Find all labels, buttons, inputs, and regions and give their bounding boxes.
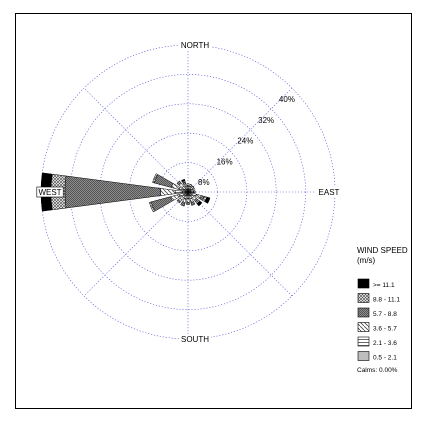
- legend-calms: Calms: 0.00%: [357, 367, 398, 374]
- legend: WIND SPEED (m/s) >= 11.1 8.8 - 11.1 5.7 - …: [357, 246, 408, 374]
- ring-label: 8%: [198, 178, 210, 187]
- legend-swatch: [357, 351, 370, 361]
- sector-segment: [176, 198, 182, 204]
- legend-title-line1: WIND SPEED: [357, 246, 408, 255]
- sector-segment: [189, 183, 193, 187]
- ring-labels: 8% 16% 24% 32% 40%: [198, 95, 295, 187]
- direction-label-north: NORTH: [181, 41, 210, 50]
- legend-entry-label: 0.5 - 2.1: [373, 355, 397, 362]
- sector-segment: [186, 198, 190, 203]
- sector-segment: [192, 187, 196, 191]
- sector-segment: [152, 173, 159, 184]
- legend-swatch: [357, 293, 370, 303]
- direction-label-bg: [179, 40, 211, 50]
- legend-title-line2: (m/s): [357, 256, 376, 265]
- direction-label-west: WEST: [38, 188, 61, 197]
- legend-entries: >= 11.1 8.8 - 11.1 5.7 - 8.8 3.6 - 5.7 2.1 -…: [357, 278, 400, 362]
- legend-entry-label: 5.7 - 8.8: [373, 311, 397, 318]
- legend-entry-label: 8.8 - 11.1: [373, 297, 400, 304]
- sector-segment: [64, 175, 161, 209]
- legend-swatch: [357, 278, 370, 289]
- sector-segment: [190, 190, 194, 194]
- ring-label: 32%: [258, 116, 274, 125]
- sector-segment: [186, 185, 190, 190]
- sector-segment: [190, 201, 196, 206]
- sector-segment: [174, 190, 183, 194]
- direction-label-south: SOUTH: [181, 335, 209, 344]
- direction-label-east: EAST: [319, 188, 340, 197]
- chart-labels: NORTH EAST SOUTH WEST: [36, 40, 343, 344]
- ring-label: 40%: [279, 95, 295, 104]
- sector-segment: [191, 185, 195, 189]
- sector-segment: [150, 196, 173, 212]
- sector-segment: [186, 183, 190, 187]
- sector-segment: [193, 190, 196, 194]
- legend-swatch: [357, 322, 370, 332]
- legend-entry-label: 3.6 - 5.7: [373, 326, 397, 333]
- sector-segment: [186, 201, 190, 205]
- sector-segment: [149, 201, 156, 213]
- sector-segment: [160, 188, 176, 196]
- sector-segment: [204, 196, 211, 204]
- sector-segment: [153, 174, 174, 188]
- legend-entry-label: 2.1 - 3.6: [373, 340, 397, 347]
- wind-sectors: [40, 172, 211, 213]
- legend-entry-label: >= 11.1: [373, 282, 395, 289]
- sector-segment: [181, 178, 186, 183]
- direction-label-bg: [179, 334, 211, 344]
- wind-rose-chart: NORTH EAST SOUTH WEST 8% 16% 24% 32% 40% WIN…: [36, 40, 408, 374]
- legend-swatch: [357, 336, 370, 347]
- sector-segment: [196, 200, 203, 207]
- direction-label-bg: [315, 187, 343, 197]
- sector-segment: [180, 201, 186, 207]
- sector-segment: [186, 195, 190, 200]
- sector-segment: [176, 180, 182, 186]
- ring-label: 16%: [217, 157, 233, 166]
- ring-label: 24%: [237, 137, 253, 146]
- legend-swatch: [357, 307, 370, 318]
- direction-label-bg: [36, 186, 64, 198]
- wind-rose-frame: NORTH EAST SOUTH WEST 8% 16% 24% 32% 40% WIN…: [15, 13, 412, 409]
